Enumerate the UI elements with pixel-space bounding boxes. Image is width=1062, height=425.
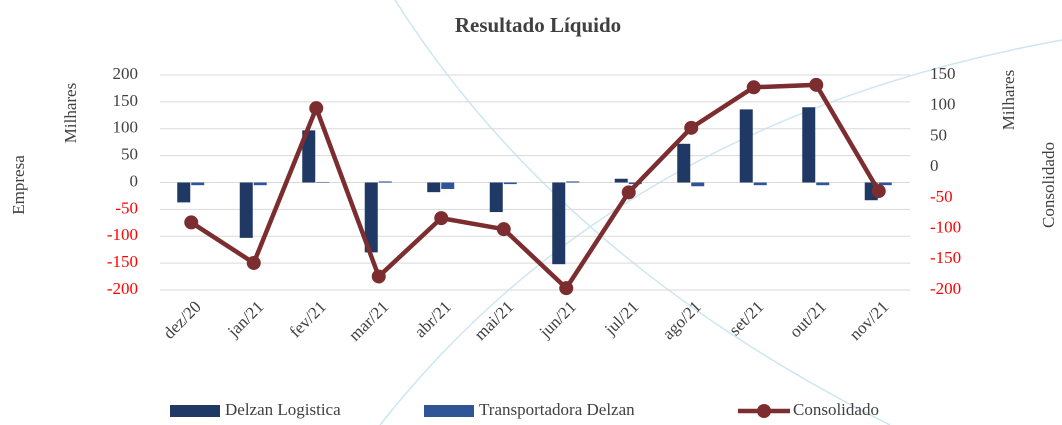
y-tick-label: 0 [130, 171, 139, 190]
y-tick-label: -50 [115, 198, 138, 217]
y-axis-title: Empresa [9, 155, 28, 215]
bar [364, 182, 378, 253]
legend-label: Consolidado [793, 400, 879, 419]
legend-label: Delzan Logistica [225, 400, 341, 419]
line-marker [559, 281, 574, 296]
line-marker [684, 120, 699, 135]
bar [191, 182, 205, 186]
bar [753, 182, 767, 186]
line [190, 82, 881, 292]
y-tick-label: -100 [107, 225, 138, 244]
line-marker [434, 211, 449, 226]
y2-tick-label: -200 [930, 279, 961, 298]
legend-label: Transportadora Delzan [479, 400, 635, 419]
decoration [394, 0, 891, 425]
y2-tick-label: 0 [930, 156, 939, 175]
line-marker [309, 101, 324, 116]
y-tick-label: 150 [113, 91, 139, 110]
line-marker [496, 222, 511, 237]
line-marker [246, 255, 261, 270]
bar [316, 181, 330, 183]
x-tick-label: fev/21 [286, 297, 330, 341]
bar [739, 109, 753, 183]
bar [566, 181, 580, 183]
y2-unit-label: Milhares [999, 70, 1018, 130]
x-tick-label: out/21 [786, 297, 830, 341]
bar [441, 182, 455, 189]
y2-tick-label: -150 [930, 248, 961, 267]
y-tick-label: -150 [107, 252, 138, 271]
bar [489, 182, 503, 213]
y-tick-label: -200 [107, 279, 138, 298]
y2-tick-label: -100 [930, 217, 961, 236]
decoration [379, 39, 1062, 425]
bar [878, 182, 892, 186]
y-tick-label: 50 [121, 145, 138, 164]
y2-tick-label: 150 [930, 64, 956, 83]
bar [177, 182, 191, 203]
x-tick-label: nov/21 [846, 297, 893, 344]
line-marker [371, 269, 386, 284]
legend-swatch [757, 404, 771, 418]
x-tick-label: mar/21 [345, 297, 392, 344]
bar [614, 178, 628, 183]
chart-title: Resultado Líquido [455, 13, 621, 37]
bar [816, 182, 830, 186]
bar [239, 182, 253, 238]
x-tick-label: jan/21 [223, 297, 267, 341]
y2-tick-label: 50 [930, 125, 947, 144]
line-marker [746, 80, 761, 95]
x-tick-label: jun/21 [535, 297, 580, 342]
line-marker [184, 215, 199, 230]
bar [691, 182, 705, 187]
line-marker [871, 184, 886, 199]
x-tick-label: dez/20 [159, 297, 204, 342]
x-tick-label: jul/21 [600, 297, 642, 339]
line-marker [621, 185, 636, 200]
y-tick-label: 200 [113, 64, 139, 83]
y-unit-label: Milhares [61, 83, 80, 143]
y-tick-label: 100 [113, 118, 139, 137]
bar [378, 181, 392, 183]
y2-axis-title: Consolidado [1039, 142, 1058, 228]
bar [552, 182, 566, 265]
x-tick-label: set/21 [725, 297, 767, 339]
bar [302, 130, 316, 183]
bar [503, 182, 517, 185]
bar [427, 182, 441, 193]
bar [802, 107, 816, 183]
line-marker [809, 77, 824, 92]
y2-tick-label: 100 [930, 95, 956, 114]
legend-swatch [170, 405, 220, 417]
y2-tick-label: -50 [930, 187, 953, 206]
bar [677, 143, 691, 183]
legend-swatch [424, 405, 474, 417]
x-tick-label: ago/21 [659, 297, 705, 343]
x-tick-label: mai/21 [471, 297, 518, 344]
x-tick-label: abr/21 [411, 297, 455, 341]
bar [253, 182, 267, 186]
